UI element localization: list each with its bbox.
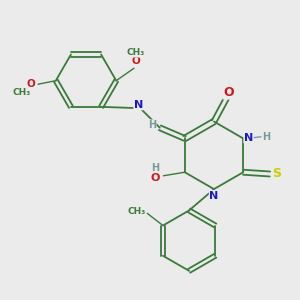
Text: O: O bbox=[131, 56, 140, 66]
Text: O: O bbox=[26, 79, 35, 89]
Text: CH₃: CH₃ bbox=[128, 207, 146, 216]
Text: CH₃: CH₃ bbox=[12, 88, 30, 97]
Text: N: N bbox=[209, 190, 219, 200]
Text: N: N bbox=[244, 133, 253, 143]
Text: H: H bbox=[152, 163, 160, 173]
Text: CH₃: CH₃ bbox=[127, 48, 145, 57]
Text: H: H bbox=[148, 120, 156, 130]
Text: S: S bbox=[272, 167, 281, 181]
Text: O: O bbox=[223, 86, 233, 99]
Text: O: O bbox=[151, 172, 160, 183]
Text: N: N bbox=[134, 100, 143, 110]
Text: H: H bbox=[262, 132, 270, 142]
